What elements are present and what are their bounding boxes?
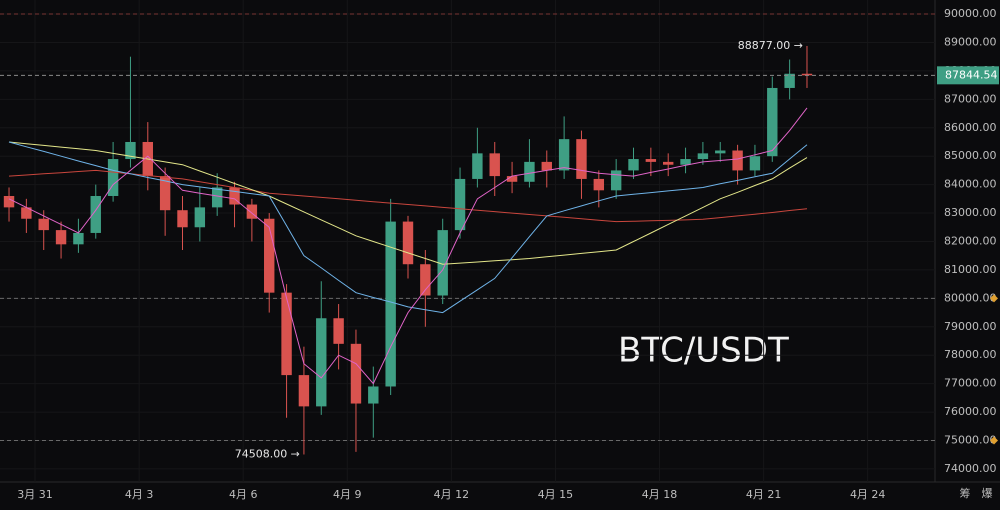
candle-body bbox=[368, 386, 379, 404]
candle-body bbox=[697, 153, 709, 160]
candle-body bbox=[420, 264, 431, 296]
candle-body bbox=[385, 221, 396, 387]
moving-average bbox=[8, 141, 808, 314]
candle-body bbox=[749, 156, 761, 171]
candle-body bbox=[333, 318, 344, 344]
candle-body bbox=[38, 218, 49, 231]
candle-body bbox=[402, 221, 414, 265]
candle-body bbox=[298, 375, 310, 407]
x-tick-label: 4月 12 bbox=[434, 488, 470, 501]
candle-body bbox=[90, 195, 101, 233]
candle-body bbox=[229, 187, 240, 205]
x-tick-label: 4月 9 bbox=[333, 488, 362, 501]
candle-body bbox=[680, 159, 691, 165]
price-annotation: 88877.00 → bbox=[738, 39, 803, 52]
candle-body bbox=[558, 139, 570, 171]
candle-body bbox=[3, 195, 15, 208]
y-tick-label: 87000.00 bbox=[944, 92, 997, 105]
y-tick-label: 86000.00 bbox=[944, 121, 997, 134]
y-tick-label: 89000.00 bbox=[944, 35, 997, 48]
moving-average bbox=[8, 169, 808, 223]
x-tick-label: 3月 31 bbox=[17, 488, 53, 501]
y-tick-label: 74000.00 bbox=[944, 462, 997, 475]
y-tick-label: 84000.00 bbox=[944, 178, 997, 191]
candle-body bbox=[541, 161, 552, 171]
x-tick-label: 4月 6 bbox=[229, 488, 258, 501]
candle-body bbox=[645, 159, 657, 162]
y-tick-label: 77000.00 bbox=[944, 377, 997, 390]
candle-body bbox=[316, 318, 327, 407]
y-tick-label: 75000.00 bbox=[944, 433, 997, 446]
x-tick-label: 4月 21 bbox=[746, 488, 782, 501]
candle-body bbox=[715, 150, 726, 154]
candle-body bbox=[576, 139, 587, 179]
y-tick-label: 85000.00 bbox=[944, 149, 997, 162]
candle-body bbox=[524, 161, 535, 182]
moving-average bbox=[8, 107, 808, 385]
candle-body bbox=[350, 343, 362, 404]
footer-label[interactable]: 爆 bbox=[982, 486, 993, 500]
candle-body bbox=[472, 153, 483, 179]
candle-body bbox=[55, 230, 67, 245]
level-marker bbox=[990, 294, 998, 303]
candle-body bbox=[732, 150, 743, 171]
candle-body bbox=[506, 176, 518, 182]
candle-body bbox=[73, 232, 84, 245]
candle-body bbox=[454, 178, 466, 231]
candle-body bbox=[593, 178, 605, 191]
y-tick-label: 80000.00 bbox=[944, 291, 997, 304]
x-tick-label: 4月 24 bbox=[850, 488, 886, 501]
candle-body bbox=[264, 218, 275, 293]
candle-body bbox=[610, 170, 622, 191]
candle-body bbox=[246, 204, 258, 219]
moving-average bbox=[8, 141, 808, 265]
y-tick-label: 90000.00 bbox=[944, 7, 997, 20]
candle-body bbox=[21, 207, 32, 219]
price-annotation: 74508.00 → bbox=[235, 447, 300, 460]
y-tick-label: 79000.00 bbox=[944, 320, 997, 333]
candle-body bbox=[801, 73, 813, 76]
candle-body bbox=[628, 159, 639, 171]
watermark: BTC/USDT bbox=[618, 331, 789, 371]
x-tick-label: 4月 15 bbox=[538, 488, 574, 501]
level-marker bbox=[990, 436, 998, 445]
candle-body bbox=[663, 161, 674, 165]
y-tick-label: 78000.00 bbox=[944, 348, 997, 361]
candle-body bbox=[767, 87, 778, 157]
candle-body bbox=[211, 187, 223, 208]
candle-body bbox=[107, 159, 119, 196]
y-tick-label: 83000.00 bbox=[944, 206, 997, 219]
y-tick-label: 76000.00 bbox=[944, 405, 997, 418]
candle-body bbox=[125, 141, 136, 160]
x-tick-label: 4月 3 bbox=[125, 488, 154, 501]
last-price-box bbox=[937, 66, 999, 85]
candle-body bbox=[784, 73, 795, 88]
x-tick-label: 4月 18 bbox=[642, 488, 678, 501]
candle-body bbox=[159, 176, 171, 211]
last-price-label: 87844.54 bbox=[945, 68, 998, 81]
y-tick-label: 81000.00 bbox=[944, 263, 997, 276]
candle-body bbox=[489, 153, 500, 177]
candle-body bbox=[437, 230, 448, 296]
footer-label[interactable]: 筹 bbox=[960, 486, 971, 500]
candle-body bbox=[281, 292, 292, 376]
candle-body bbox=[194, 207, 206, 228]
candle-body bbox=[177, 210, 188, 228]
y-tick-label: 82000.00 bbox=[944, 234, 997, 247]
